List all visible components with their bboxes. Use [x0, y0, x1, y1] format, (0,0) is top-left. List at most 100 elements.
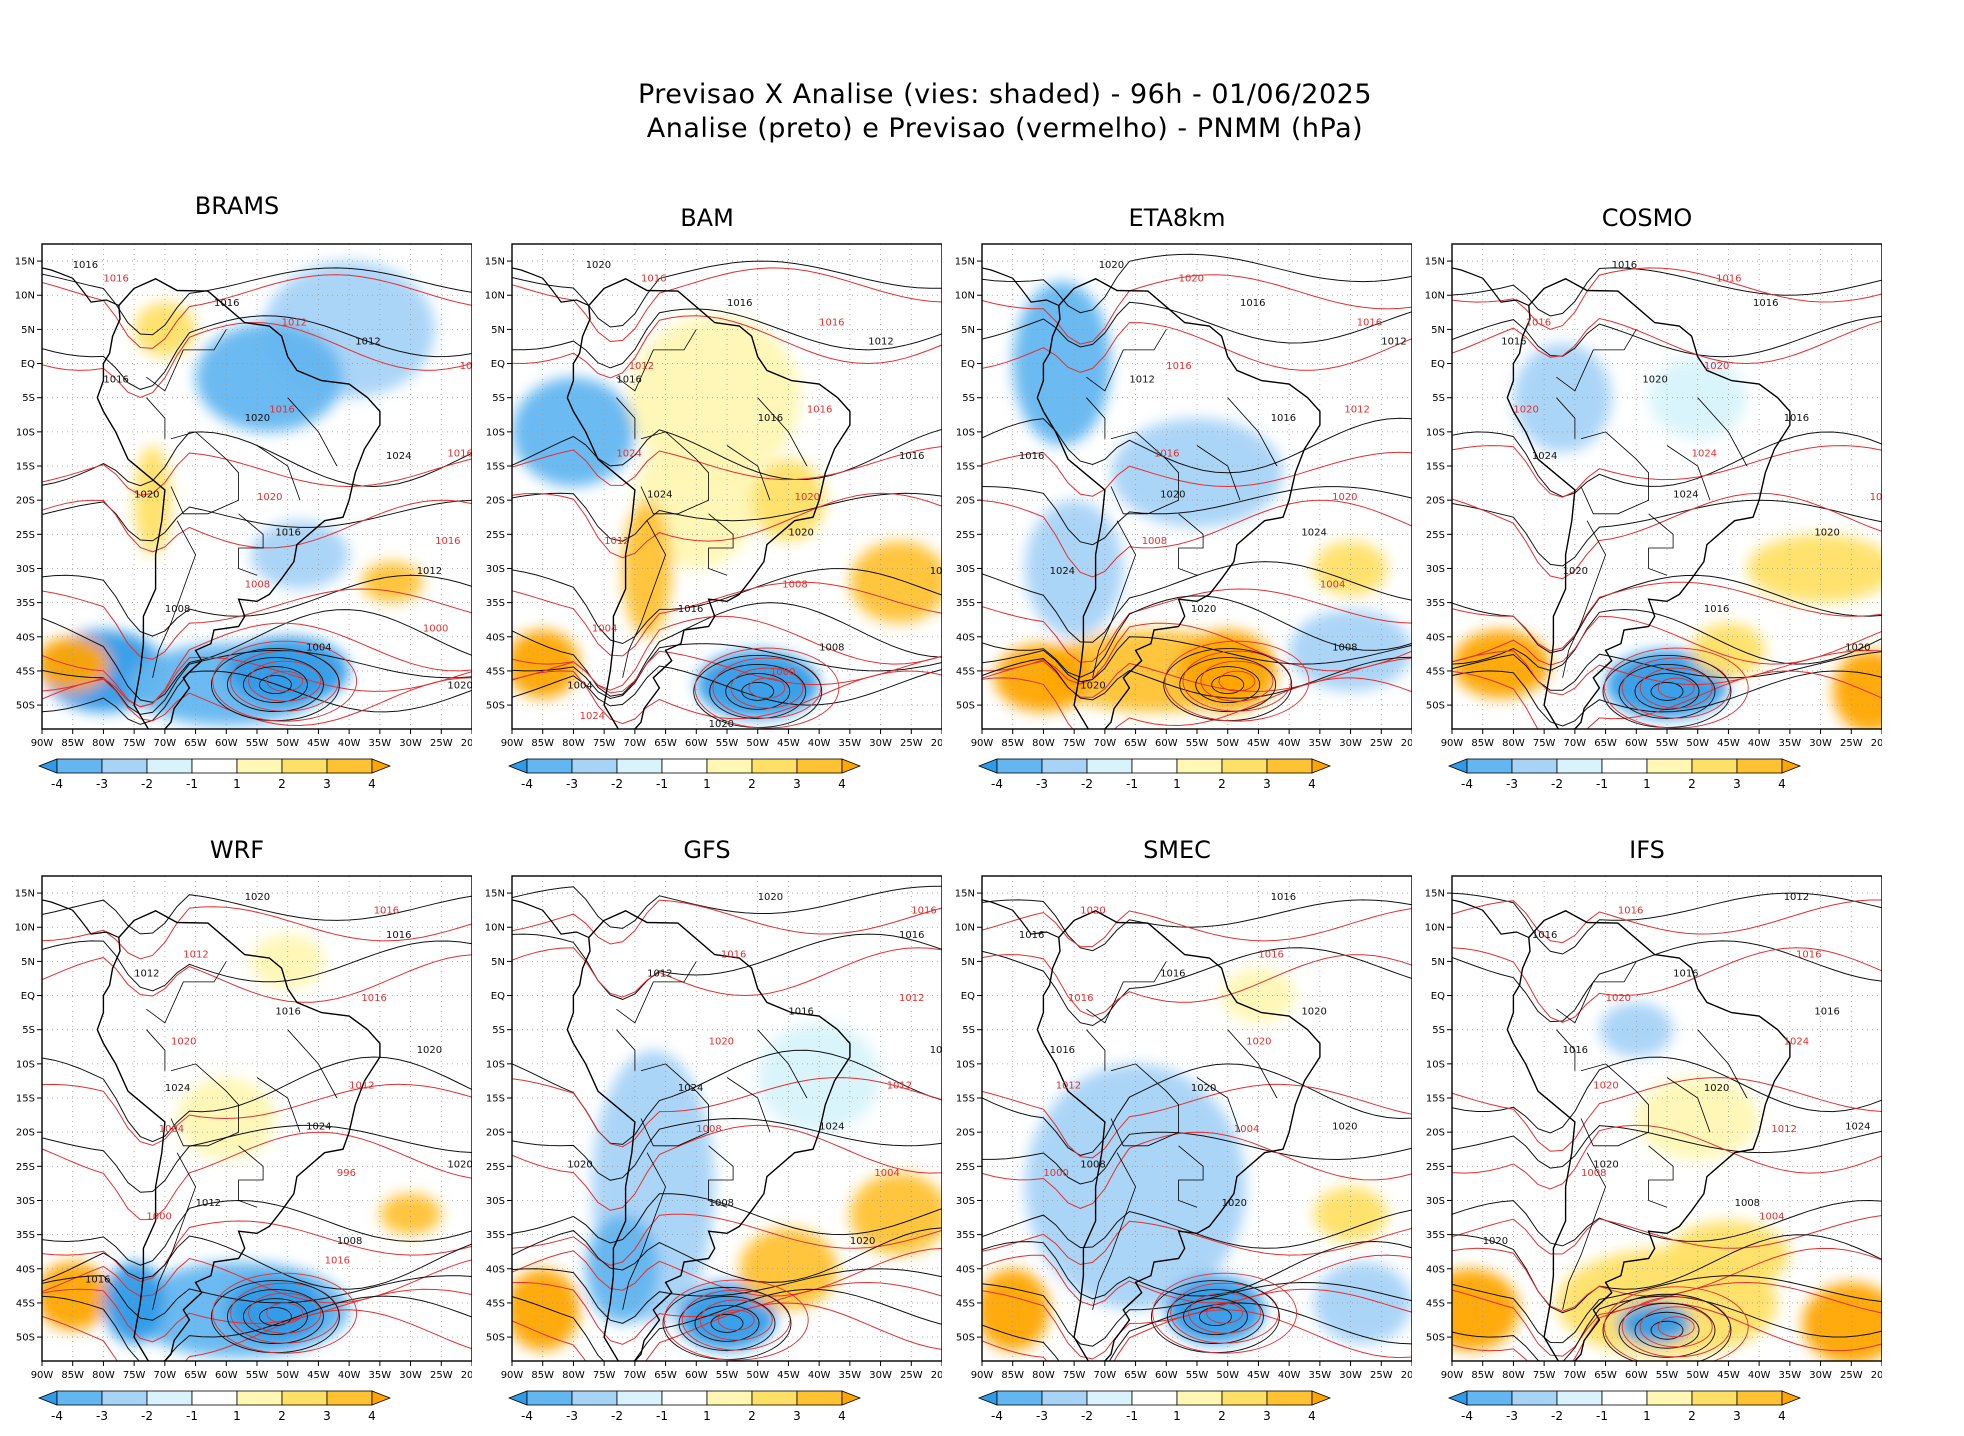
lon-tick-label: 35W [839, 738, 862, 746]
lon-tick-label: 25W [900, 1370, 923, 1378]
lon-tick-label: 30W [399, 738, 422, 746]
contour-label-red: 1016 [1618, 906, 1643, 917]
colorbar-swatch [616, 1390, 663, 1406]
lat-tick-label: 5S [1432, 1025, 1445, 1036]
lat-tick-label: 25S [16, 1162, 35, 1173]
panel-title: WRF [209, 836, 265, 864]
map-eta8km: 1020 1016 1012 1012 1016 1016 1020 1024 1024 1020… [955, 243, 1412, 746]
contour-label-black: 1016 [1271, 413, 1296, 424]
colorbar-swatch [796, 758, 843, 774]
contour-label-black: 1016 [788, 1007, 813, 1018]
lat-tick-label: 5S [492, 393, 505, 404]
lon-tick-label: 85W [531, 738, 554, 746]
colorbar-tick-label: 4 [1308, 1409, 1316, 1423]
lat-tick-label: 50S [16, 701, 35, 712]
contour-label-black: 1020 [1332, 1121, 1357, 1132]
contour-label-red: 1012 [460, 361, 472, 372]
panel-cosmo: COSMO 1016 1016 1016 1020 1016 1024 1024 1020 102… [1412, 186, 1882, 796]
panel-brams: BRAMS 1016 1016 1012 1016 1020 1024 1020 1016 101… [2, 186, 472, 796]
lat-tick-label: 5N [1431, 325, 1445, 336]
colorbar-swatch [1646, 758, 1693, 774]
lat-tick-label: 50S [486, 1333, 505, 1344]
lat-tick-label: 45S [956, 666, 975, 677]
contour-label-red: 1020 [1593, 1080, 1618, 1091]
colorbar-swatch [191, 1390, 238, 1406]
colorbar-tick-label: -3 [1506, 1409, 1518, 1423]
colorbar-swatch [236, 1390, 283, 1406]
lon-tick-label: 30W [1809, 1370, 1832, 1378]
lat-tick-label: 50S [956, 701, 975, 712]
lat-tick-label: 10N [1425, 923, 1445, 934]
lat-tick-label: 15N [485, 889, 505, 900]
colorbar-tick-label: 1 [703, 1409, 711, 1423]
lat-tick-label: 30S [956, 564, 975, 575]
colorbar: -4 -3 -2 -1 1 2 3 4 [37, 758, 392, 791]
colorbar-tick-label: -4 [521, 1409, 533, 1423]
colorbar-tick-label: -1 [656, 777, 668, 791]
lon-tick-label: 70W [1564, 738, 1587, 746]
contour-label-red: 1004 [1870, 492, 1882, 503]
contour-label-black: 1016 [1753, 298, 1778, 309]
contour-label-red: 1016 [1526, 317, 1551, 328]
colorbar-tick-label: -2 [1551, 1409, 1563, 1423]
lat-tick-label: 20S [956, 1128, 975, 1139]
bias-shading [512, 377, 635, 487]
bias-shading [1452, 629, 1551, 699]
contour-label-red: 1004 [874, 1168, 899, 1179]
colorbar-swatch [101, 758, 148, 774]
map-ifs: 1012101610161016101610201024102010081020… [1425, 875, 1882, 1378]
colorbar-tick-label: -1 [656, 1409, 668, 1423]
lon-tick-label: 30W [869, 738, 892, 746]
contour-label-red: 1008 [696, 1124, 721, 1135]
colorbar-swatch [1736, 1390, 1783, 1406]
contour-label-black: 1024 [306, 1121, 331, 1132]
lon-tick-label: 90W [1441, 738, 1464, 746]
contour-label-black: 1016 [73, 260, 98, 271]
lon-tick-label: 35W [369, 738, 392, 746]
lon-tick-label: 70W [1094, 1370, 1117, 1378]
lon-tick-label: 60W [685, 738, 708, 746]
contour-label-black: 1024 [1301, 528, 1326, 539]
contour-label-red: 1024 [580, 711, 605, 722]
contour-label-red: 1020 [1606, 993, 1631, 1004]
contour-label-black: 1008 [1332, 642, 1357, 653]
bias-shading [1746, 534, 1882, 603]
lat-tick-label: 25S [16, 530, 35, 541]
contour-label-black: 1020 [758, 892, 783, 903]
colorbar-tick-label: 3 [323, 777, 331, 791]
contour-label-black: 1004 [306, 642, 331, 653]
lon-tick-label: 25W [430, 738, 453, 746]
colorbar-tick-label: -4 [1461, 1409, 1473, 1423]
colorbar-tick-label: 2 [1688, 777, 1696, 791]
lon-tick-label: 40W [1748, 1370, 1771, 1378]
lat-tick-label: 40S [956, 632, 975, 643]
colorbar-tick-label: 2 [1218, 1409, 1226, 1423]
lon-tick-label: 50W [276, 738, 299, 746]
contour-label-red: 1016 [807, 405, 832, 416]
contour-label-red: 996 [337, 1168, 356, 1179]
lat-tick-label: 50S [16, 1333, 35, 1344]
lon-tick-label: 30W [1809, 738, 1832, 746]
lon-tick-label: 70W [624, 738, 647, 746]
lon-tick-label: 65W [1594, 738, 1617, 746]
contour-label-black: 1020 [134, 489, 159, 500]
lon-tick-label: 65W [1124, 1370, 1147, 1378]
colorbar-tick-label: -2 [611, 777, 623, 791]
panel-bam: BAM1020101610121016101610161024102010201… [472, 186, 942, 796]
lat-tick-label: 5S [962, 393, 975, 404]
colorbar-tick-label: 2 [748, 1409, 756, 1423]
colorbar-swatch [1466, 758, 1513, 774]
colorbar-swatch [661, 758, 708, 774]
contour-label-black: 1024 [1845, 1121, 1870, 1132]
lat-tick-label: 20S [16, 496, 35, 507]
contour-label-red: 1020 [171, 1037, 196, 1048]
lon-tick-label: 60W [1155, 738, 1178, 746]
colorbar-tick-label: 1 [1643, 777, 1651, 791]
colorbar-swatch [706, 1390, 753, 1406]
lon-tick-label: 80W [92, 738, 115, 746]
colorbar-swatch [571, 1390, 618, 1406]
contour-label-black: 1016 [1050, 1045, 1075, 1056]
lat-tick-label: 45S [956, 1298, 975, 1309]
contour-label-red: 1024 [1784, 1037, 1809, 1048]
lon-tick-label: 85W [1471, 738, 1494, 746]
